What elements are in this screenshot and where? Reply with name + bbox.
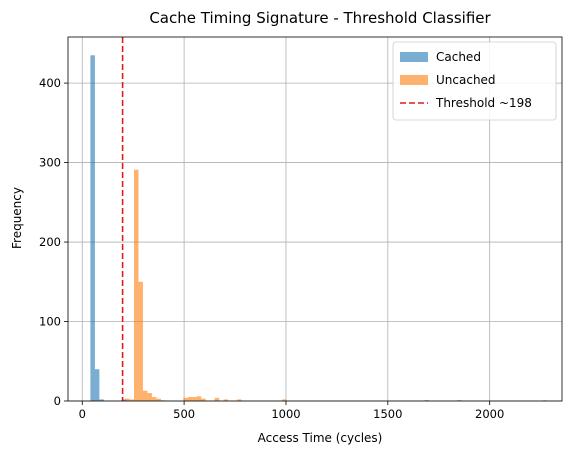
chart-title: Cache Timing Signature - Threshold Class… bbox=[149, 9, 491, 27]
y-tick-label: 100 bbox=[39, 315, 61, 329]
histogram-bar-uncached bbox=[138, 282, 142, 401]
y-axis: 0 100 200 300 400 bbox=[39, 76, 68, 408]
x-axis: 0 500 1000 1500 2000 bbox=[79, 401, 505, 421]
histogram-bar-uncached bbox=[147, 393, 151, 401]
x-tick-label: 500 bbox=[173, 407, 195, 421]
x-tick-label: 1000 bbox=[271, 407, 300, 421]
histogram-bar-cached bbox=[90, 55, 94, 401]
histogram-bar-uncached bbox=[134, 170, 138, 401]
legend-label: Cached bbox=[436, 50, 481, 64]
histogram-bar-uncached bbox=[183, 398, 187, 401]
y-axis-label: Frequency bbox=[10, 187, 24, 249]
histogram-bar-cached bbox=[95, 369, 99, 401]
histogram-bar-uncached bbox=[192, 397, 196, 401]
x-tick-label: 1500 bbox=[373, 407, 402, 421]
y-tick-label: 0 bbox=[54, 394, 61, 408]
legend-label: Uncached bbox=[436, 73, 496, 87]
histogram-bar-uncached bbox=[188, 397, 192, 401]
histogram-bar-uncached bbox=[152, 397, 156, 401]
y-tick-label: 300 bbox=[39, 156, 61, 170]
legend-swatch bbox=[400, 75, 428, 85]
legend-swatch bbox=[400, 52, 428, 62]
x-tick-label: 2000 bbox=[475, 407, 504, 421]
x-tick-label: 0 bbox=[79, 407, 86, 421]
histogram-bar-uncached bbox=[215, 398, 219, 401]
x-axis-label: Access Time (cycles) bbox=[258, 431, 383, 445]
y-tick-label: 200 bbox=[39, 235, 61, 249]
y-tick-label: 400 bbox=[39, 76, 61, 90]
histogram-bar-uncached bbox=[197, 396, 201, 401]
legend-label: Threshold ~198 bbox=[435, 96, 532, 110]
histogram-bar-uncached bbox=[143, 391, 147, 401]
legend: Cached Uncached Threshold ~198 bbox=[393, 42, 556, 120]
